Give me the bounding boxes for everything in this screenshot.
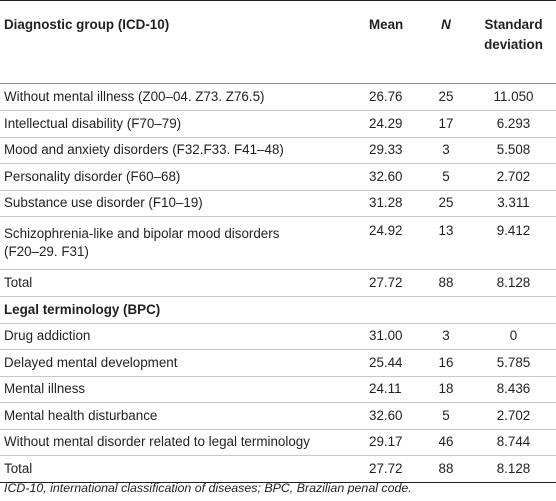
header-n: N bbox=[421, 0, 471, 84]
header-standard-deviation: Standard deviation bbox=[471, 0, 556, 84]
section-header-row: Legal terminology (BPC) bbox=[0, 296, 556, 324]
row-label: Drug addiction bbox=[0, 323, 365, 350]
table-row: Schizophrenia-like and bipolar mood diso… bbox=[0, 216, 556, 270]
row-sd: 8.128 bbox=[471, 455, 556, 483]
table-footnote: ICD-10, international classification of … bbox=[4, 481, 412, 495]
row-n: 5 bbox=[421, 163, 471, 191]
table-row: Substance use disorder (F10–19) 31.28 25… bbox=[0, 190, 556, 217]
table-row: Intellectual disability (F70–79) 24.29 1… bbox=[0, 110, 556, 138]
row-label-line1: Schizophrenia-like and bipolar mood diso… bbox=[4, 226, 280, 241]
table-row: Mental health disturbance 32.60 5 2.702 bbox=[0, 402, 556, 430]
table-row: Drug addiction 31.00 3 0 bbox=[0, 323, 556, 350]
row-n: 5 bbox=[421, 402, 471, 430]
row-sd: 2.702 bbox=[471, 163, 556, 191]
row-label: Intellectual disability (F70–79) bbox=[0, 110, 365, 138]
section-title-legal-terminology: Legal terminology (BPC) bbox=[0, 296, 556, 324]
table-row: Personality disorder (F60–68) 32.60 5 2.… bbox=[0, 163, 556, 191]
table-row: Delayed mental development 25.44 16 5.78… bbox=[0, 349, 556, 377]
table-row-total: Total 27.72 88 8.128 bbox=[0, 269, 556, 297]
row-label-line2: (F20–29. F31) bbox=[4, 244, 89, 259]
row-mean: 29.33 bbox=[365, 137, 421, 164]
row-sd: 11.050 bbox=[471, 83, 556, 111]
row-sd: 0 bbox=[471, 323, 556, 350]
header-mean: Mean bbox=[365, 0, 421, 84]
row-sd: 3.311 bbox=[471, 190, 556, 217]
row-label: Total bbox=[0, 269, 365, 297]
header-row: Diagnostic group (ICD-10) Mean N Standar… bbox=[0, 0, 556, 84]
row-label: Schizophrenia-like and bipolar mood diso… bbox=[0, 216, 365, 270]
row-label: Without mental illness (Z00–04. Z73. Z76… bbox=[0, 83, 365, 111]
table-row: Without mental illness (Z00–04. Z73. Z76… bbox=[0, 83, 556, 111]
row-sd: 6.293 bbox=[471, 110, 556, 138]
row-n: 25 bbox=[421, 190, 471, 217]
row-n: 18 bbox=[421, 376, 471, 403]
row-label: Substance use disorder (F10–19) bbox=[0, 190, 365, 217]
row-n: 3 bbox=[421, 323, 471, 350]
row-mean: 24.29 bbox=[365, 110, 421, 138]
row-sd: 5.508 bbox=[471, 137, 556, 164]
row-mean: 29.17 bbox=[365, 429, 421, 456]
row-n: 3 bbox=[421, 137, 471, 164]
row-label: Delayed mental development bbox=[0, 349, 365, 377]
row-label: Mood and anxiety disorders (F32.F33. F41… bbox=[0, 137, 365, 164]
row-mean: 25.44 bbox=[365, 349, 421, 377]
row-n: 88 bbox=[421, 269, 471, 297]
row-n: 13 bbox=[421, 216, 471, 270]
table-row: Mental illness 24.11 18 8.436 bbox=[0, 376, 556, 403]
table-row: Without mental disorder related to legal… bbox=[0, 429, 556, 456]
row-mean: 32.60 bbox=[365, 402, 421, 430]
row-mean: 31.00 bbox=[365, 323, 421, 350]
row-label: Mental illness bbox=[0, 376, 365, 403]
row-sd: 9.412 bbox=[471, 216, 556, 270]
header-diagnostic-group: Diagnostic group (ICD-10) bbox=[0, 0, 365, 84]
row-mean: 27.72 bbox=[365, 455, 421, 483]
row-n: 46 bbox=[421, 429, 471, 456]
row-sd: 5.785 bbox=[471, 349, 556, 377]
row-mean: 32.60 bbox=[365, 163, 421, 191]
row-n: 25 bbox=[421, 83, 471, 111]
row-n: 17 bbox=[421, 110, 471, 138]
row-mean: 26.76 bbox=[365, 83, 421, 111]
row-sd: 2.702 bbox=[471, 402, 556, 430]
row-label: Total bbox=[0, 455, 365, 483]
row-n: 88 bbox=[421, 455, 471, 483]
row-sd: 8.744 bbox=[471, 429, 556, 456]
table-row-total: Total 27.72 88 8.128 bbox=[0, 455, 556, 483]
header-sd-line1: Standard bbox=[484, 17, 543, 32]
row-n: 16 bbox=[421, 349, 471, 377]
header-sd-line2: deviation bbox=[484, 37, 543, 52]
row-sd: 8.128 bbox=[471, 269, 556, 297]
row-mean: 31.28 bbox=[365, 190, 421, 217]
row-label: Without mental disorder related to legal… bbox=[0, 429, 365, 456]
row-mean: 24.92 bbox=[365, 216, 421, 270]
row-label: Mental health disturbance bbox=[0, 402, 365, 430]
row-sd: 8.436 bbox=[471, 376, 556, 403]
row-mean: 27.72 bbox=[365, 269, 421, 297]
row-label: Personality disorder (F60–68) bbox=[0, 163, 365, 191]
table-row: Mood and anxiety disorders (F32.F33. F41… bbox=[0, 137, 556, 164]
row-mean: 24.11 bbox=[365, 376, 421, 403]
statistics-table: Diagnostic group (ICD-10) Mean N Standar… bbox=[0, 0, 556, 483]
